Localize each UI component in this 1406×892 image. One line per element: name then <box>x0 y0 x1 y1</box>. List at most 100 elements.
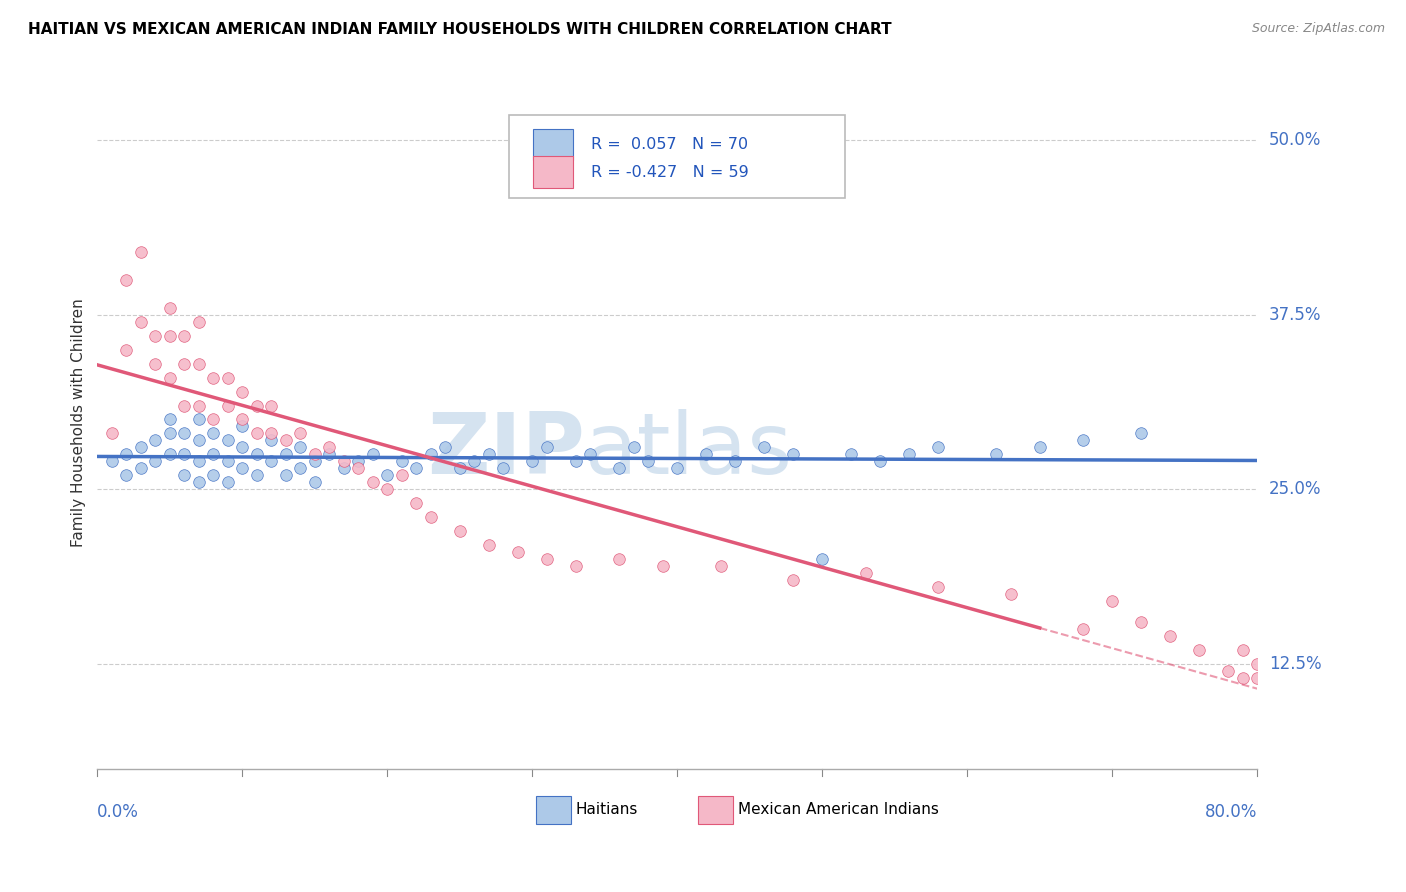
Point <box>260 426 283 441</box>
Point <box>478 538 501 552</box>
Point <box>115 447 138 461</box>
Point <box>1101 594 1123 608</box>
Point <box>391 454 413 468</box>
Point <box>1159 629 1181 643</box>
Point <box>173 328 195 343</box>
Point <box>159 301 181 315</box>
Point <box>419 510 441 524</box>
Point <box>375 483 398 497</box>
Point <box>839 447 862 461</box>
Point <box>129 461 152 475</box>
Point <box>1130 615 1153 629</box>
Point <box>449 524 471 539</box>
Point <box>101 426 124 441</box>
Point <box>607 461 630 475</box>
Point <box>231 461 253 475</box>
Point <box>1000 587 1022 601</box>
Point <box>1188 643 1211 657</box>
Point <box>869 454 891 468</box>
Point <box>666 461 689 475</box>
Point <box>187 454 209 468</box>
Point <box>129 315 152 329</box>
Point <box>405 461 427 475</box>
Point <box>143 357 166 371</box>
Text: 80.0%: 80.0% <box>1205 804 1257 822</box>
Point <box>1246 671 1268 685</box>
Point <box>187 357 209 371</box>
Point <box>318 447 340 461</box>
Point <box>173 426 195 441</box>
Point <box>710 559 733 574</box>
Point <box>202 447 225 461</box>
Point <box>986 447 1008 461</box>
Point <box>478 447 501 461</box>
Point <box>375 468 398 483</box>
FancyBboxPatch shape <box>699 797 733 824</box>
Point <box>304 447 326 461</box>
Point <box>217 454 239 468</box>
Text: ZIP: ZIP <box>427 409 585 492</box>
Point <box>202 468 225 483</box>
Point <box>187 475 209 490</box>
Point <box>231 384 253 399</box>
Text: 12.5%: 12.5% <box>1268 655 1322 673</box>
Point <box>695 447 717 461</box>
Point <box>202 426 225 441</box>
FancyBboxPatch shape <box>533 128 572 161</box>
Text: R = -0.427   N = 59: R = -0.427 N = 59 <box>592 165 749 179</box>
Point <box>304 475 326 490</box>
Point <box>782 447 804 461</box>
Y-axis label: Family Households with Children: Family Households with Children <box>72 299 86 548</box>
Point <box>101 454 124 468</box>
Point <box>333 461 356 475</box>
Point <box>927 580 949 594</box>
Text: 37.5%: 37.5% <box>1268 306 1322 324</box>
Point <box>231 412 253 426</box>
Point <box>246 399 269 413</box>
Point <box>217 370 239 384</box>
Point <box>898 447 921 461</box>
Point <box>290 426 312 441</box>
Point <box>434 441 457 455</box>
Point <box>217 399 239 413</box>
Point <box>173 399 195 413</box>
Text: 0.0%: 0.0% <box>97 804 139 822</box>
Point <box>565 559 588 574</box>
Point <box>246 426 269 441</box>
Point <box>304 454 326 468</box>
Point <box>274 434 297 448</box>
Point <box>1028 441 1050 455</box>
Point <box>522 454 544 468</box>
Point <box>1218 664 1240 678</box>
Point <box>231 419 253 434</box>
Point <box>260 434 283 448</box>
Text: Source: ZipAtlas.com: Source: ZipAtlas.com <box>1251 22 1385 36</box>
Point <box>607 552 630 566</box>
Point <box>1232 671 1254 685</box>
Point <box>217 475 239 490</box>
FancyBboxPatch shape <box>509 115 845 198</box>
Point <box>361 447 384 461</box>
Point <box>159 447 181 461</box>
Point <box>419 447 441 461</box>
Text: 50.0%: 50.0% <box>1268 131 1322 149</box>
Point <box>187 315 209 329</box>
Point <box>927 441 949 455</box>
Point <box>143 454 166 468</box>
Point <box>1232 643 1254 657</box>
Point <box>115 468 138 483</box>
Point <box>231 441 253 455</box>
Point <box>246 468 269 483</box>
Point <box>260 399 283 413</box>
Point <box>463 454 485 468</box>
Point <box>811 552 834 566</box>
Point <box>361 475 384 490</box>
Text: 25.0%: 25.0% <box>1268 480 1322 499</box>
Text: R =  0.057   N = 70: R = 0.057 N = 70 <box>592 137 748 152</box>
Point <box>274 447 297 461</box>
Point <box>1130 426 1153 441</box>
Point <box>217 434 239 448</box>
Point <box>290 461 312 475</box>
Point <box>202 412 225 426</box>
Point <box>579 447 602 461</box>
